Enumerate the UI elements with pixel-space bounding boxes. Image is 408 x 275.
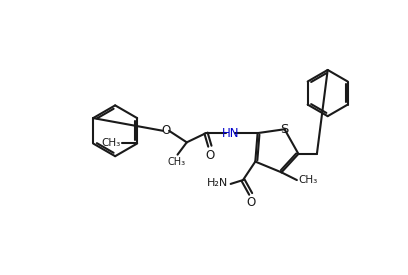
Text: O: O: [161, 124, 171, 137]
Text: CH₃: CH₃: [101, 139, 120, 148]
Text: CH₃: CH₃: [168, 157, 186, 167]
Text: S: S: [280, 123, 289, 136]
Text: CH₃: CH₃: [298, 175, 318, 185]
Text: H₂N: H₂N: [207, 178, 228, 188]
Text: O: O: [205, 149, 215, 162]
Text: O: O: [247, 196, 256, 209]
Text: HN: HN: [222, 126, 239, 140]
